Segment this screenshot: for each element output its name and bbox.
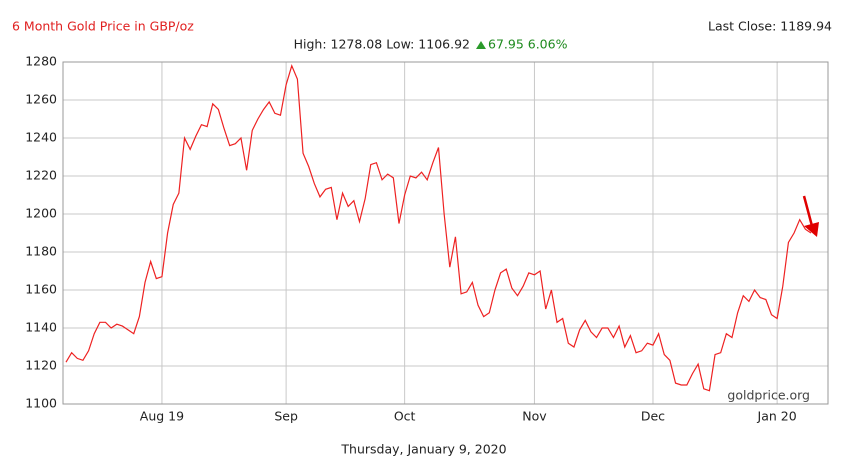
y-tick-label: 1120: [25, 358, 57, 373]
x-tick-label: Oct: [394, 409, 416, 424]
source-label: goldprice.org: [727, 388, 810, 403]
y-tick-label: 1200: [25, 206, 57, 221]
y-tick-label: 1260: [25, 92, 57, 107]
up-triangle: [476, 41, 486, 49]
x-tick-label: Sep: [274, 409, 298, 424]
x-tick-label: Nov: [522, 409, 547, 424]
close-arrow: [802, 195, 819, 237]
last-close: Last Close: 1189.94: [708, 19, 832, 34]
y-tick-label: 1160: [25, 282, 57, 297]
plot-frame: [62, 61, 829, 405]
x-tick-label: Jan 20: [757, 409, 797, 424]
price-line: [65, 64, 812, 392]
x-tick-label: Dec: [641, 409, 665, 424]
date-label: Thursday, January 9, 2020: [340, 442, 506, 457]
y-tick-label: 1280: [25, 54, 57, 69]
chart-title: 6 Month Gold Price in GBP/oz: [12, 19, 194, 34]
y-tick-label: 1180: [25, 244, 57, 259]
y-tick-label: 1240: [25, 130, 57, 145]
y-tick-label: 1220: [25, 168, 57, 183]
y-tick-label: 1100: [25, 396, 57, 411]
price-change: 67.95 6.06%: [488, 37, 568, 52]
y-tick-label: 1140: [25, 320, 57, 335]
x-tick-label: Aug 19: [140, 409, 184, 424]
price-stats: High: 1278.08 Low: 1106.92: [294, 37, 470, 52]
